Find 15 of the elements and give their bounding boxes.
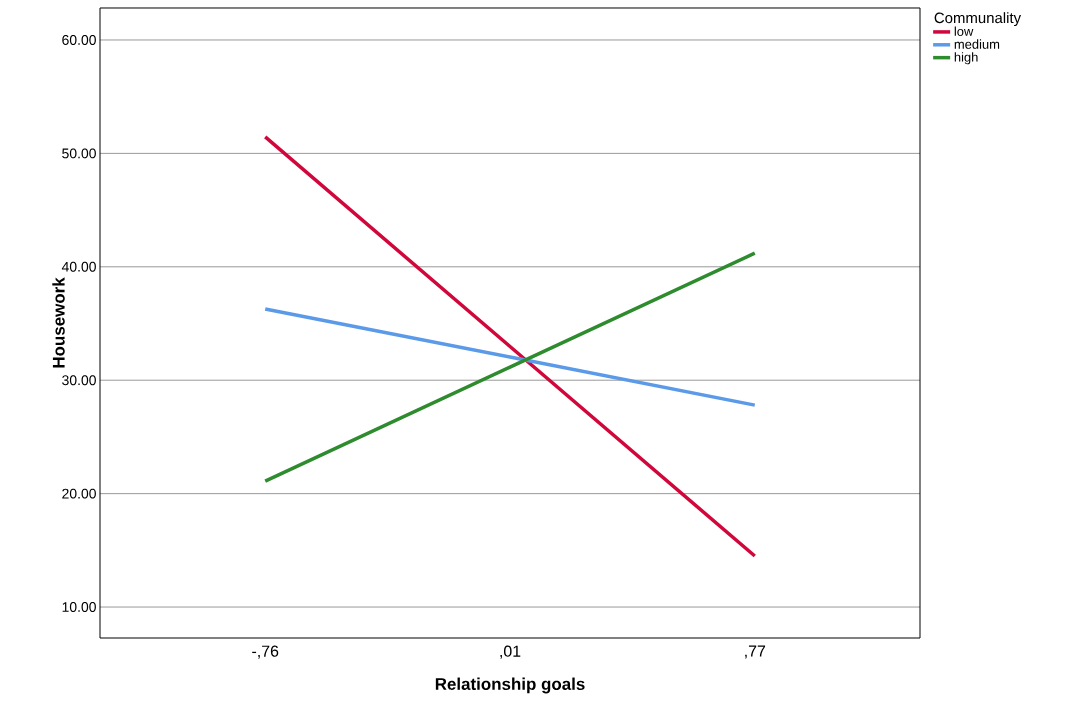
x-tick-label: ,77	[745, 645, 766, 659]
y-tick-label: 40.00	[61, 261, 96, 272]
y-tick-label: 60.00	[62, 35, 96, 45]
legend-title: Communality	[934, 12, 1022, 27]
y-axis-title: Housework	[52, 277, 65, 368]
y-tick-label: 10.00	[62, 602, 96, 612]
y-tick-label: 50.00	[62, 148, 96, 159]
x-axis-title: Relationship goals	[435, 677, 585, 694]
legend-label: low	[954, 26, 974, 36]
x-tick-label: ,01	[500, 645, 521, 659]
x-tick-label: -,76	[252, 645, 279, 659]
legend-label: medium	[954, 39, 1000, 49]
y-tick-label: 20.00	[62, 488, 96, 499]
y-tick-label: 30.00	[62, 375, 96, 386]
legend-label: high	[954, 52, 978, 65]
